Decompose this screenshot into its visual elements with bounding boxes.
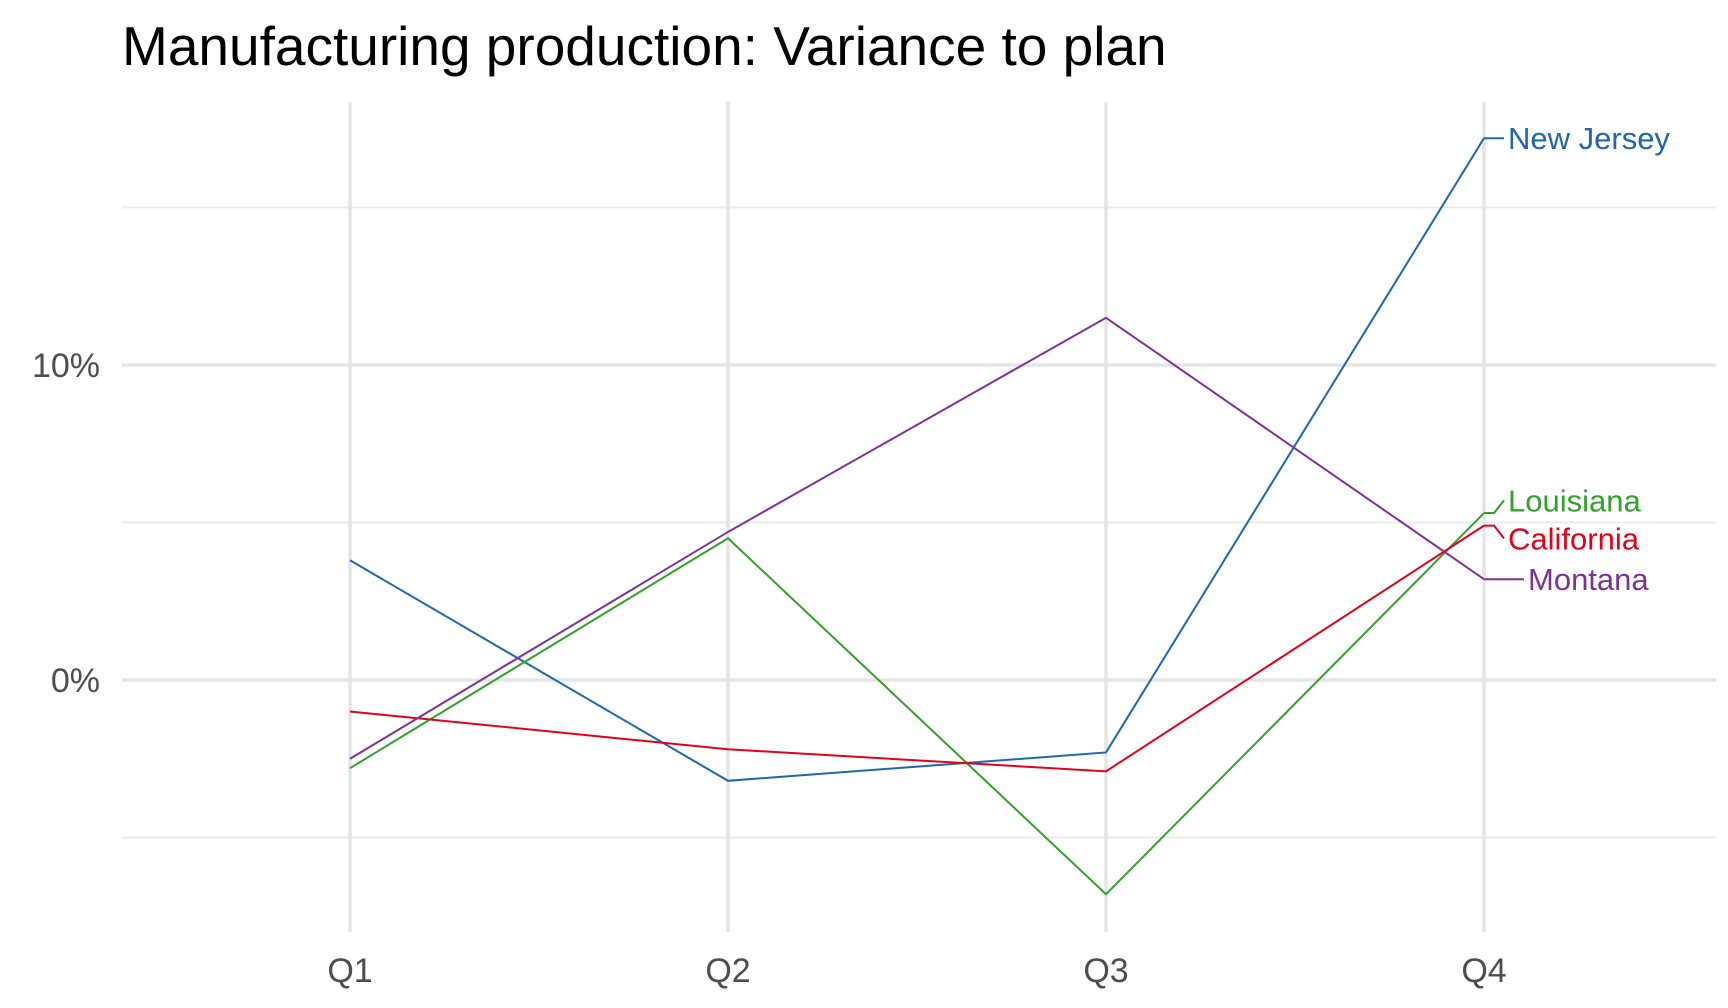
series-line-louisiana	[349, 512, 1485, 896]
series-line-new-jersey	[349, 137, 1485, 782]
x-tick-label: Q4	[1461, 952, 1506, 990]
x-tick-label: Q2	[705, 952, 750, 990]
y-axis-tick-labels: 0% 10%	[32, 347, 100, 700]
y-tick-label: 10%	[32, 347, 100, 385]
series-lines	[349, 137, 1485, 896]
series-label-louisiana: Louisiana	[1508, 483, 1641, 518]
series-line-california	[349, 524, 1485, 773]
chart-title: Manufacturing production: Variance to pl…	[122, 15, 1167, 77]
label-leader-louisiana	[1484, 499, 1505, 515]
grid-lines	[122, 102, 1716, 932]
x-tick-label: Q1	[327, 952, 372, 990]
series-line-montana	[349, 316, 1485, 760]
series-label-montana: Montana	[1528, 562, 1649, 597]
label-leader-california	[1484, 524, 1505, 539]
series-label-california: California	[1508, 521, 1640, 556]
series-label-new-jersey: New Jersey	[1508, 121, 1670, 156]
y-tick-label: 0%	[51, 662, 100, 700]
x-tick-label: Q3	[1083, 952, 1128, 990]
x-axis-tick-labels: Q1 Q2 Q3 Q4	[327, 952, 1506, 990]
